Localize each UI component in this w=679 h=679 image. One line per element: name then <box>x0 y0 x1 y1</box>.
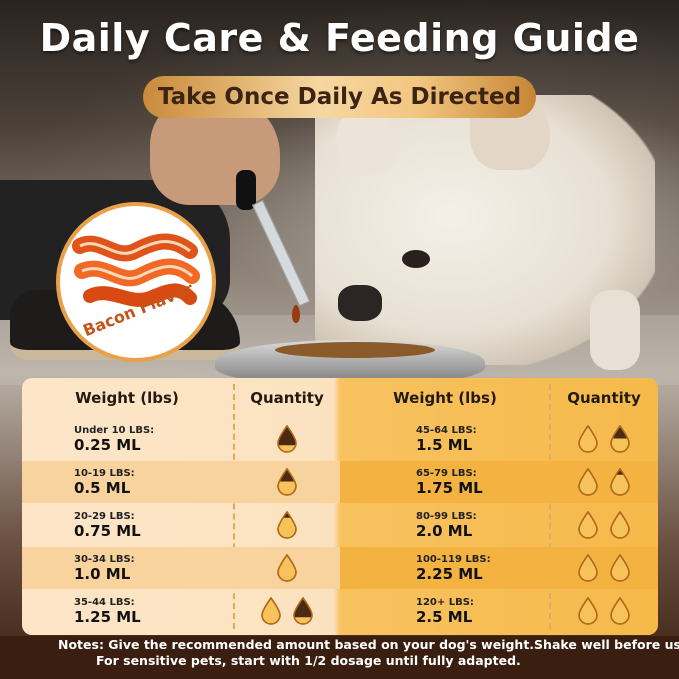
dose-amount: 1.5 ML <box>416 435 473 454</box>
dose-amount: 0.25 ML <box>74 435 141 454</box>
table-row: 20-29 LBS: 0.75 ML 80-99 LBS: 2.0 ML <box>22 504 658 546</box>
dosage-drop-icon <box>277 468 297 496</box>
table-row: 10-19 LBS: 0.5 ML 65-79 LBS: 1.75 ML <box>22 461 658 503</box>
weight-cell: 10-19 LBS: 0.5 ML <box>22 461 232 503</box>
quantity-cell <box>550 461 658 503</box>
dose-amount: 0.75 ML <box>74 521 141 540</box>
weight-cell: Under 10 LBS: 0.25 ML <box>22 418 232 460</box>
dosage-drop-icon <box>610 425 630 453</box>
header-quantity-right: Quantity <box>567 389 641 407</box>
dose-amount: 1.75 ML <box>416 478 483 497</box>
dosage-drop-icon <box>578 468 598 496</box>
weight-cell: 20-29 LBS: 0.75 ML <box>22 504 232 546</box>
dropper-icon <box>236 170 256 210</box>
dosage-drop-icon <box>578 425 598 453</box>
bacon-icon <box>72 233 200 307</box>
dosage-drop-icon <box>578 554 598 582</box>
dose-amount: 2.0 ML <box>416 521 473 540</box>
food-in-bowl <box>275 342 435 358</box>
quantity-cell <box>550 547 658 589</box>
note-line-2: For sensitive pets, start with 1/2 dosag… <box>96 653 521 668</box>
table-row: 35-44 LBS: 1.25 ML 120+ LBS: 2.5 ML <box>22 590 658 632</box>
column-divider <box>549 384 551 629</box>
weight-range: 20-29 LBS: <box>74 510 135 522</box>
header-weight-left: Weight (lbs) <box>75 389 179 407</box>
dog-nose <box>338 285 382 321</box>
quantity-cell <box>234 504 340 546</box>
dosage-table: Weight (lbs) Quantity Weight (lbs) Quant… <box>22 378 658 635</box>
dose-amount: 1.0 ML <box>74 564 131 583</box>
dosage-drop-icon <box>578 597 598 625</box>
column-divider <box>233 384 235 629</box>
dosage-drop-icon <box>610 511 630 539</box>
subtitle: Take Once Daily As Directed <box>157 84 522 110</box>
weight-range: 120+ LBS: <box>416 596 474 608</box>
dose-amount: 1.25 ML <box>74 607 141 626</box>
weight-range: 30-34 LBS: <box>74 553 135 565</box>
weight-cell: 100-119 LBS: 2.25 ML <box>340 547 550 589</box>
oil-drop-icon <box>292 305 300 323</box>
header-weight-right: Weight (lbs) <box>393 389 497 407</box>
dose-amount: 2.5 ML <box>416 607 473 626</box>
weight-cell: 45-64 LBS: 1.5 ML <box>340 418 550 460</box>
dosage-drop-icon <box>610 468 630 496</box>
weight-range: 10-19 LBS: <box>74 467 135 479</box>
dog-leg <box>590 290 640 370</box>
dose-amount: 0.5 ML <box>74 478 131 497</box>
weight-range: 45-64 LBS: <box>416 424 477 436</box>
dosage-drop-icon <box>610 554 630 582</box>
dosage-drop-icon <box>277 511 297 539</box>
subtitle-pill: Take Once Daily As Directed <box>143 76 536 118</box>
flavor-badge <box>56 202 216 362</box>
dosage-drop-icon <box>578 511 598 539</box>
weight-cell: 80-99 LBS: 2.0 ML <box>340 504 550 546</box>
weight-range: 35-44 LBS: <box>74 596 135 608</box>
notes-bar <box>0 636 679 679</box>
weight-cell: 30-34 LBS: 1.0 ML <box>22 547 232 589</box>
quantity-cell <box>234 590 340 632</box>
table-row: Under 10 LBS: 0.25 ML 45-64 LBS: 1.5 ML <box>22 418 658 460</box>
weight-cell: 35-44 LBS: 1.25 ML <box>22 590 232 632</box>
quantity-cell <box>550 590 658 632</box>
weight-range: 80-99 LBS: <box>416 510 477 522</box>
quantity-cell <box>234 461 340 503</box>
quantity-cell <box>550 504 658 546</box>
weight-range: 100-119 LBS: <box>416 553 491 565</box>
dosage-drop-icon <box>610 597 630 625</box>
note-line-1: Notes: Give the recommended amount based… <box>58 637 679 652</box>
dog-eye <box>402 250 430 268</box>
dose-amount: 2.25 ML <box>416 564 483 583</box>
page-title: Daily Care & Feeding Guide <box>39 16 640 60</box>
dosage-drop-icon <box>277 554 297 582</box>
quantity-cell <box>234 547 340 589</box>
header-quantity-left: Quantity <box>250 389 324 407</box>
quantity-cell <box>234 418 340 460</box>
dosage-drop-icon <box>277 425 297 453</box>
dosage-drop-icon <box>293 597 313 625</box>
quantity-cell <box>550 418 658 460</box>
weight-cell: 120+ LBS: 2.5 ML <box>340 590 550 632</box>
weight-range: 65-79 LBS: <box>416 467 477 479</box>
dosage-drop-icon <box>261 597 281 625</box>
table-row: 30-34 LBS: 1.0 ML 100-119 LBS: 2.25 ML <box>22 547 658 589</box>
weight-range: Under 10 LBS: <box>74 424 155 436</box>
weight-cell: 65-79 LBS: 1.75 ML <box>340 461 550 503</box>
